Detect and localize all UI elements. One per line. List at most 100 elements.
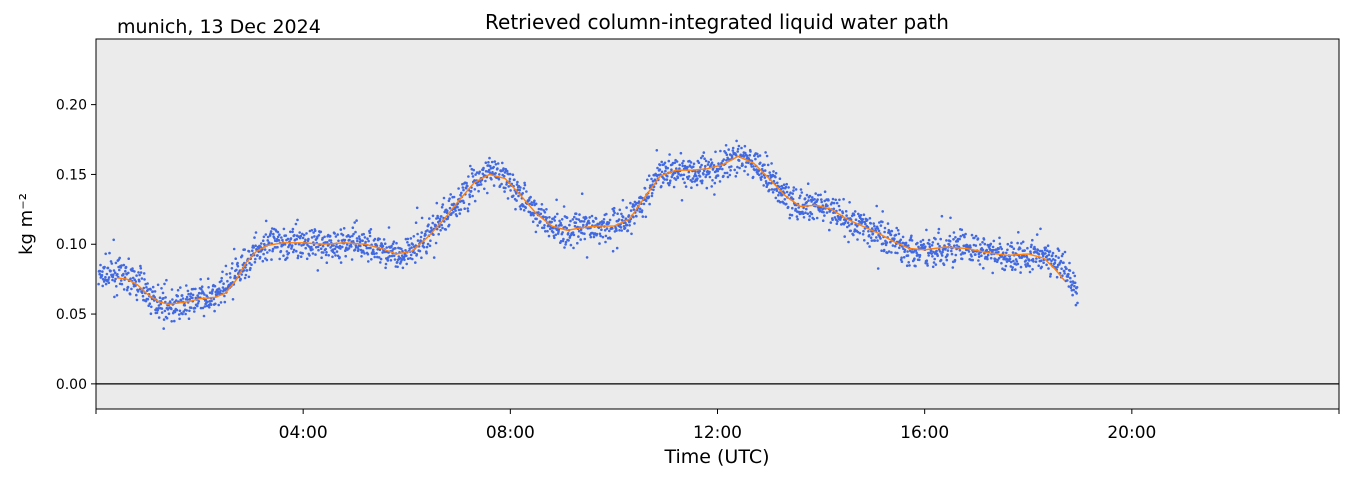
lwp-measurement-point xyxy=(608,218,612,222)
lwp-measurement-point xyxy=(368,231,372,235)
lwp-measurement-point xyxy=(446,215,450,218)
lwp-measurement-point xyxy=(142,272,146,275)
lwp-measurement-point xyxy=(1059,259,1063,263)
lwp-measurement-point xyxy=(357,235,361,238)
lwp-measurement-point xyxy=(551,231,555,234)
lwp-measurement-point xyxy=(342,227,346,230)
lwp-measurement-point xyxy=(796,217,799,221)
lwp-measurement-point xyxy=(450,212,453,215)
lwp-measurement-point xyxy=(385,246,389,249)
lwp-measurement-point xyxy=(694,170,697,173)
lwp-measurement-point xyxy=(138,279,141,283)
lwp-measurement-point xyxy=(822,210,825,214)
lwp-measurement-point xyxy=(730,165,733,168)
lwp-measurement-point xyxy=(284,234,288,237)
lwp-measurement-point xyxy=(583,232,586,235)
lwp-measurement-point xyxy=(516,180,519,184)
lwp-measurement-point xyxy=(221,270,224,274)
lwp-measurement-point xyxy=(737,144,741,148)
lwp-measurement-point xyxy=(114,261,118,265)
lwp-measurement-point xyxy=(115,285,118,288)
lwp-measurement-point xyxy=(776,181,779,185)
lwp-measurement-point xyxy=(710,161,714,164)
lwp-measurement-point xyxy=(496,162,500,165)
lwp-measurement-point xyxy=(236,264,240,268)
lwp-measurement-point xyxy=(287,251,291,255)
lwp-measurement-point xyxy=(788,216,791,220)
lwp-measurement-point xyxy=(913,257,916,261)
lwp-measurement-point xyxy=(598,242,601,245)
lwp-measurement-point xyxy=(948,243,951,246)
lwp-measurement-point xyxy=(522,187,526,190)
lwp-measurement-point xyxy=(119,279,123,282)
lwp-measurement-point xyxy=(249,266,252,270)
lwp-measurement-point xyxy=(805,201,808,204)
lwp-measurement-point xyxy=(392,240,396,243)
lwp-measurement-point xyxy=(1047,267,1050,270)
lwp-measurement-point xyxy=(459,193,462,197)
lwp-measurement-point xyxy=(701,154,704,158)
lwp-measurement-point xyxy=(844,210,848,213)
lwp-measurement-point xyxy=(205,294,208,298)
lwp-measurement-point xyxy=(746,173,750,176)
lwp-measurement-point xyxy=(104,252,107,256)
lwp-measurement-point xyxy=(1031,257,1035,261)
lwp-measurement-point xyxy=(658,168,662,171)
lwp-measurement-point xyxy=(823,190,827,193)
lwp-measurement-point xyxy=(293,233,296,237)
lwp-measurement-point xyxy=(295,237,299,241)
lwp-measurement-point xyxy=(1006,242,1010,246)
lwp-measurement-point xyxy=(757,173,761,177)
lwp-measurement-point xyxy=(615,246,619,250)
lwp-measurement-point xyxy=(998,236,1001,240)
lwp-measurement-point xyxy=(638,207,642,211)
lwp-measurement-point xyxy=(353,248,357,251)
lwp-measurement-point xyxy=(1019,271,1022,274)
lwp-measurement-point xyxy=(895,226,898,230)
lwp-measurement-point xyxy=(217,287,221,291)
lwp-measurement-point xyxy=(162,297,165,300)
lwp-measurement-point xyxy=(406,241,409,244)
lwp-measurement-point xyxy=(110,262,114,265)
lwp-measurement-point xyxy=(553,236,556,240)
lwp-measurement-point xyxy=(384,262,388,266)
lwp-measurement-point xyxy=(774,175,777,179)
lwp-measurement-point xyxy=(1017,231,1020,234)
lwp-measurement-point xyxy=(792,189,795,192)
lwp-measurement-point xyxy=(122,288,126,291)
lwp-measurement-point xyxy=(775,189,779,192)
lwp-measurement-point xyxy=(643,187,647,190)
lwp-measurement-point xyxy=(953,244,956,247)
lwp-measurement-point xyxy=(973,236,976,240)
lwp-measurement-point xyxy=(118,268,121,272)
lwp-measurement-point xyxy=(331,255,334,259)
lwp-measurement-point xyxy=(557,228,561,231)
lwp-measurement-point xyxy=(337,239,340,243)
lwp-measurement-point xyxy=(989,256,993,260)
lwp-measurement-point xyxy=(874,227,877,231)
lwp-measurement-point xyxy=(150,305,153,309)
lwp-measurement-point xyxy=(859,213,863,217)
lwp-measurement-point xyxy=(138,273,141,277)
lwp-measurement-point xyxy=(845,214,848,217)
lwp-measurement-point xyxy=(827,199,830,202)
lwp-measurement-point xyxy=(577,229,581,233)
lwp-measurement-point xyxy=(910,234,913,238)
lwp-measurement-point xyxy=(666,175,669,178)
lwp-measurement-point xyxy=(452,195,456,199)
lwp-measurement-point xyxy=(1018,256,1022,259)
lwp-measurement-point xyxy=(571,231,575,234)
lwp-measurement-point xyxy=(333,247,337,251)
lwp-measurement-point xyxy=(426,229,429,232)
lwp-measurement-point xyxy=(359,239,363,242)
lwp-measurement-point xyxy=(969,246,972,249)
lwp-measurement-point xyxy=(401,249,404,253)
lwp-measurement-point xyxy=(991,271,994,275)
lwp-measurement-point xyxy=(644,199,648,203)
lwp-measurement-point xyxy=(264,219,268,223)
lwp-measurement-point xyxy=(572,233,576,237)
lwp-measurement-point xyxy=(734,154,738,157)
lwp-measurement-point xyxy=(197,300,201,303)
lwp-measurement-point xyxy=(422,245,426,249)
lwp-measurement-point xyxy=(941,250,944,254)
